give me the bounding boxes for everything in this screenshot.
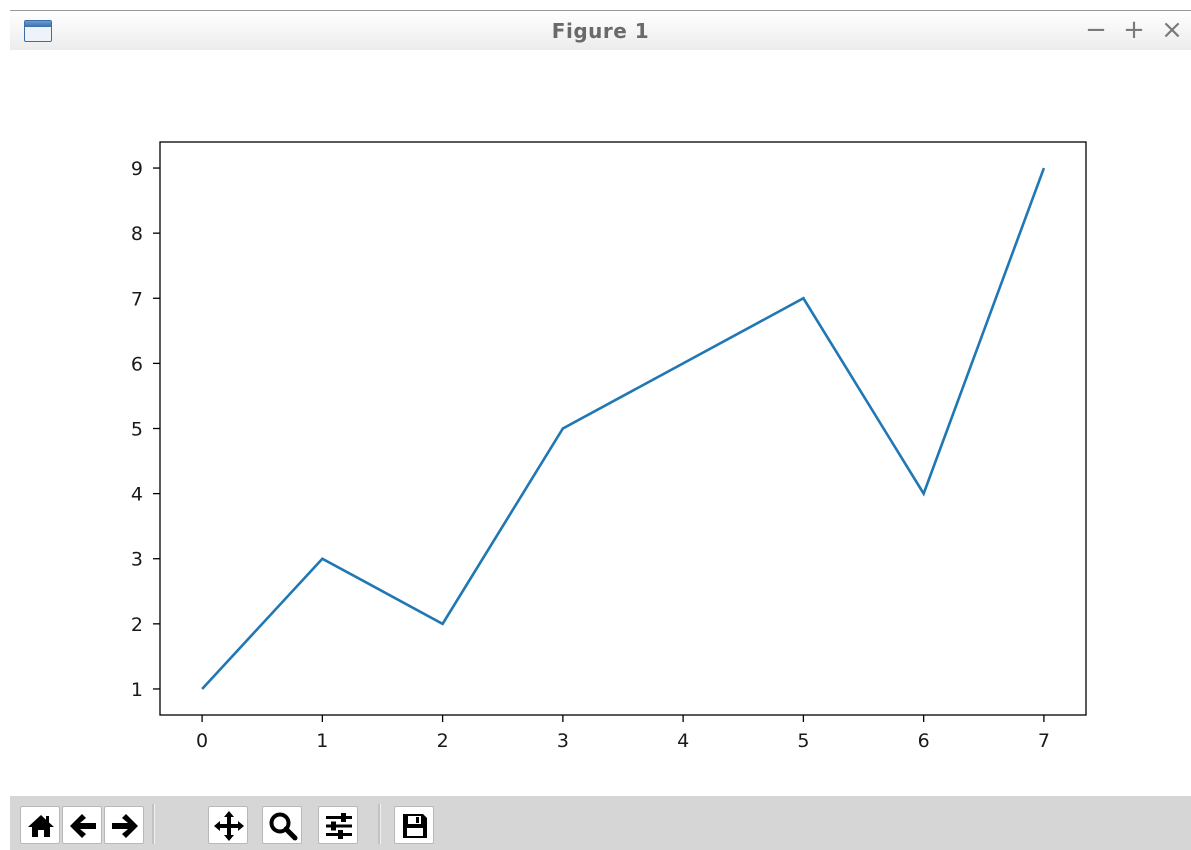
maximize-button[interactable]: + xyxy=(1123,15,1145,45)
x-tick-label: 0 xyxy=(196,730,208,752)
window-app-icon xyxy=(24,20,52,42)
y-tick-label: 5 xyxy=(131,419,143,441)
forward-button[interactable] xyxy=(104,806,144,844)
x-tick-label: 2 xyxy=(437,730,449,752)
save-floppy-icon xyxy=(403,814,427,838)
close-button[interactable]: × xyxy=(1161,15,1183,45)
x-tick-label: 6 xyxy=(918,730,930,752)
y-tick-label: 1 xyxy=(131,679,143,701)
y-tick-label: 2 xyxy=(131,614,143,636)
configure-subplots-icon xyxy=(326,813,352,839)
window-title: Figure 1 xyxy=(551,19,650,43)
x-tick-label: 3 xyxy=(557,730,569,752)
home-icon xyxy=(28,815,54,837)
y-tick-label: 3 xyxy=(131,549,143,571)
x-tick-label: 7 xyxy=(1038,730,1050,752)
toolbar-separator xyxy=(152,804,155,844)
save-button[interactable] xyxy=(394,806,434,844)
subplots-button[interactable] xyxy=(318,806,358,844)
x-tick-label: 5 xyxy=(797,730,809,752)
home-button[interactable] xyxy=(20,806,60,844)
axes-frame xyxy=(159,141,1087,716)
y-tick-label: 6 xyxy=(131,353,143,375)
y-tick-label: 8 xyxy=(131,223,143,245)
minimize-button[interactable]: − xyxy=(1085,15,1107,45)
line-chart: 0 1 2 3 4 5 6 7 1 2 3 4 5 6 7 8 9 xyxy=(131,141,1087,752)
back-arrow-icon xyxy=(70,814,96,838)
pan-move-icon xyxy=(214,811,244,841)
title-bar[interactable]: Figure 1 − + × xyxy=(10,10,1191,50)
x-tick-label: 4 xyxy=(677,730,689,752)
series-line xyxy=(201,167,1046,690)
zoom-magnifier-icon xyxy=(269,812,298,841)
x-tick-label: 1 xyxy=(316,730,328,752)
y-tick-label: 4 xyxy=(131,484,143,506)
y-tick-label: 9 xyxy=(131,158,143,180)
navigation-toolbar xyxy=(10,796,1191,850)
back-button[interactable] xyxy=(62,806,102,844)
y-tick-label: 7 xyxy=(131,288,143,310)
forward-arrow-icon xyxy=(112,814,138,838)
pan-button[interactable] xyxy=(208,806,248,844)
toolbar-separator xyxy=(378,804,381,844)
figure-canvas[interactable]: 0 1 2 3 4 5 6 7 1 2 3 4 5 6 7 8 9 xyxy=(0,50,1191,796)
zoom-button[interactable] xyxy=(262,806,302,844)
